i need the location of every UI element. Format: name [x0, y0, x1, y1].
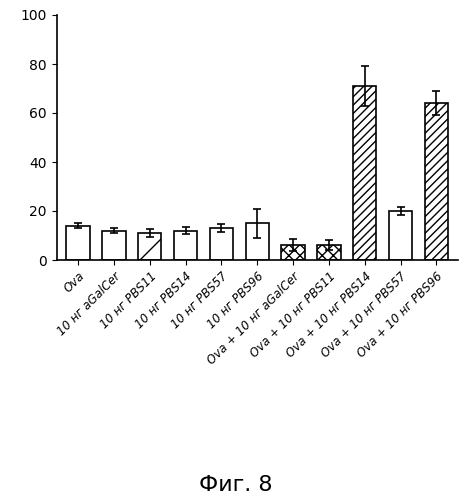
Bar [174, 230, 197, 260]
Bar [281, 246, 305, 260]
Bar [210, 228, 233, 260]
Bar [317, 246, 340, 260]
Bar [102, 230, 126, 260]
Bar [67, 226, 90, 260]
Bar [245, 223, 269, 260]
Bar [425, 103, 448, 260]
Text: Фиг. 8: Фиг. 8 [199, 475, 273, 495]
Bar [138, 233, 161, 260]
Bar [353, 86, 376, 260]
Bar [389, 211, 412, 260]
